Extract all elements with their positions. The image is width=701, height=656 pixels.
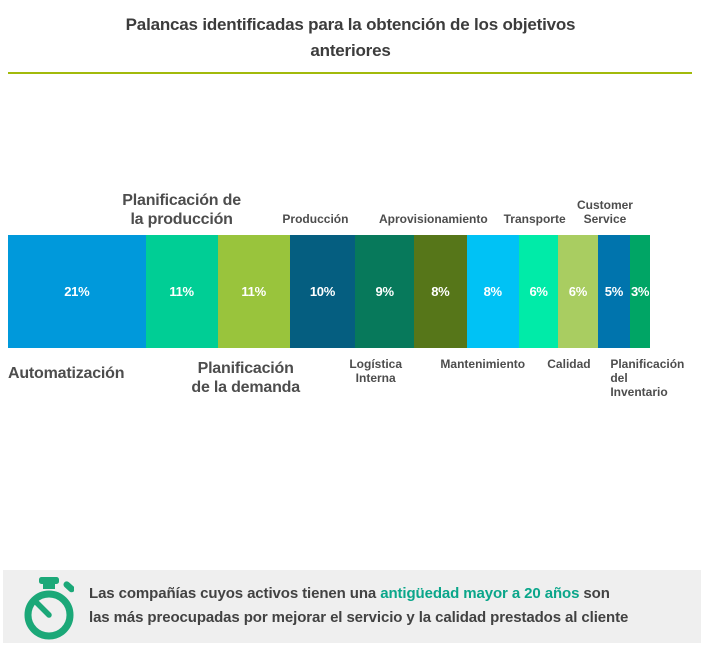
segment-label-transporte: Transporte <box>504 212 566 226</box>
insight-line-2: las más preocupadas por mejorar el servi… <box>89 609 629 626</box>
segment-label-logistica-interna: Logística Interna <box>349 357 402 385</box>
segment-label-line: Transporte <box>503 212 566 226</box>
segment-label-calidad: Calidad <box>547 357 590 371</box>
segment-label-aprovisionamiento: Aprovisionamiento <box>379 212 488 226</box>
bar-segment-planificacion-de-la-demanda: 11% <box>217 235 290 348</box>
segment-value: 6% <box>529 284 548 299</box>
segment-value: 11% <box>169 284 194 299</box>
segment-label-line: Producción <box>282 212 349 226</box>
segment-label-mantenimiento: Mantenimiento <box>440 357 525 371</box>
bar-segment-transporte: 6% <box>518 235 559 348</box>
segment-label-customer-service: Customer Service <box>577 198 633 226</box>
segment-label-automatizacion: Automatización <box>8 364 125 383</box>
insight-text-highlight: antigüedad mayor a 20 años <box>380 585 580 602</box>
insight-text-normal: Las compañías cuyos activos tienen una <box>89 585 381 602</box>
page-title: Palancas identificadas para la obtención… <box>0 12 701 64</box>
segment-value: 9% <box>375 284 395 299</box>
segment-label-line: Inventario <box>610 385 668 399</box>
bar-segment-produccion: 10% <box>289 235 356 348</box>
insight-note: Las compañías cuyos activos tienen una a… <box>3 570 701 643</box>
segment-label-line: Logística <box>349 357 403 371</box>
segment-label-line: la producción <box>130 211 233 228</box>
bar-segment-customer-service: 5% <box>597 235 631 348</box>
segment-label-line: Mantenimiento <box>440 357 526 371</box>
segment-value: 11% <box>241 284 266 299</box>
insight-text-normal: son <box>579 585 610 602</box>
segment-label-line: Interna <box>355 371 396 385</box>
title-underline <box>8 72 692 74</box>
segment-value: 3% <box>630 284 650 299</box>
segment-label-planificacion-de-la-demanda: Planificación de la demanda <box>191 359 300 397</box>
stacked-bar: 21% 11% 11% 10% 9% 8% 8% 6% 6% 5% 3% <box>8 235 650 348</box>
segment-label-line: de la demanda <box>191 379 300 396</box>
levers-stacked-bar-chart: 21% 11% 11% 10% 9% 8% 8% 6% 6% 5% 3% Automatizació… <box>8 192 684 399</box>
segment-label-line: Automatización <box>8 365 125 382</box>
stopwatch-icon <box>24 577 74 640</box>
segment-label-planificacion-del-inventario: Planificación del Inventario <box>610 357 684 399</box>
title-line-2: anteriores <box>310 41 391 60</box>
segment-label-line: Planificación de <box>122 192 241 209</box>
segment-value: 6% <box>568 284 588 299</box>
bar-segment-planificacion-del-inventario: 3% <box>630 235 650 348</box>
segment-label-planificacion-de-la-produccion: Planificación de la producción <box>122 191 241 229</box>
bar-segment-calidad: 6% <box>558 235 598 348</box>
segment-value: 10% <box>309 284 335 299</box>
segment-label-line: Aprovisionamiento <box>379 212 488 226</box>
segment-label-produccion: Producción <box>282 212 348 226</box>
bar-segment-aprovisionamiento: 8% <box>414 235 467 348</box>
segment-label-line: Planificación <box>610 357 685 371</box>
insight-text: Las compañías cuyos activos tienen una a… <box>89 582 628 630</box>
title-line-1: Palancas identificadas para la obtención… <box>125 15 576 34</box>
segment-label-line: del <box>610 371 628 385</box>
segment-value: 8% <box>483 284 503 299</box>
bar-segment-automatizacion: 21% <box>8 235 146 348</box>
bar-segment-planificacion-de-la-produccion: 11% <box>145 235 218 348</box>
segment-value: 8% <box>431 284 450 299</box>
segment-label-line: Calidad <box>547 357 591 371</box>
insight-line-1: Las compañías cuyos activos tienen una a… <box>89 582 628 606</box>
segment-label-line: Customer <box>576 198 633 212</box>
bar-segment-logistica-interna: 9% <box>355 235 415 348</box>
bar-segment-mantenimiento: 8% <box>466 235 519 348</box>
segment-value: 21% <box>64 284 90 299</box>
segment-value: 5% <box>604 284 624 299</box>
segment-label-line: Planificación <box>197 360 294 377</box>
segment-label-line: Service <box>583 212 627 226</box>
